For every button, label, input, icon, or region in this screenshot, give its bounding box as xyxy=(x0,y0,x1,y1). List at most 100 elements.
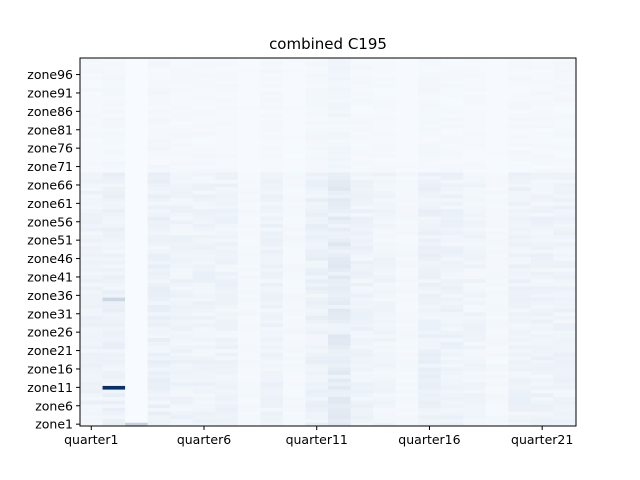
heatmap-cell xyxy=(463,234,487,239)
heatmap-cell xyxy=(373,223,397,228)
heatmap-cell xyxy=(328,414,351,420)
heatmap-cell xyxy=(485,282,509,287)
heatmap-cell xyxy=(418,389,442,394)
heatmap-cell xyxy=(147,238,171,243)
heatmap-cell xyxy=(125,113,149,118)
heatmap-cell xyxy=(373,367,397,372)
heatmap-cell xyxy=(508,256,532,261)
heatmap-cell xyxy=(553,271,577,276)
heatmap-cell xyxy=(553,238,577,243)
y-tick-label: zone36 xyxy=(27,288,73,303)
heatmap-cell xyxy=(125,80,149,85)
heatmap-cell xyxy=(485,183,509,188)
heatmap-cell xyxy=(463,348,487,353)
heatmap-cell xyxy=(463,69,487,74)
heatmap-cell xyxy=(282,208,306,213)
heatmap-cell xyxy=(102,422,126,427)
heatmap-cell xyxy=(147,315,171,320)
heatmap-cell xyxy=(170,403,194,408)
heatmap-cell xyxy=(373,414,397,420)
heatmap-cell xyxy=(530,319,554,324)
heatmap-cell xyxy=(192,403,216,408)
heatmap-cell xyxy=(350,227,374,232)
heatmap-cell xyxy=(418,275,442,280)
heatmap-cell xyxy=(350,414,374,420)
heatmap-cell xyxy=(125,245,149,250)
heatmap-cell xyxy=(508,61,532,66)
heatmap-cell xyxy=(530,345,554,350)
heatmap-cell xyxy=(485,356,509,361)
heatmap-cell xyxy=(80,253,103,258)
heatmap-cell xyxy=(237,230,261,236)
heatmap-cell xyxy=(260,102,284,107)
heatmap-cell xyxy=(170,238,194,243)
x-axis: quarter1 quarter6 quarter11 quarter16 quarte… xyxy=(64,426,573,447)
heatmap-cell xyxy=(282,135,306,140)
heatmap-cell xyxy=(508,374,532,379)
heatmap-cell xyxy=(192,234,216,239)
heatmap-cell xyxy=(80,146,103,151)
heatmap-cell xyxy=(485,179,509,184)
heatmap-cell xyxy=(373,422,397,427)
heatmap-cell xyxy=(125,311,149,316)
heatmap-cell xyxy=(125,322,149,328)
heatmap-cell xyxy=(237,403,261,408)
heatmap-cell xyxy=(328,341,351,346)
heatmap-cell xyxy=(463,278,487,283)
heatmap-cell xyxy=(102,223,126,228)
heatmap-cell xyxy=(350,363,374,368)
heatmap-cell xyxy=(282,227,306,232)
heatmap-cell xyxy=(463,58,487,63)
heatmap-cell xyxy=(192,253,216,258)
heatmap-cell xyxy=(485,271,509,276)
heatmap-cell xyxy=(350,161,374,166)
heatmap-cell xyxy=(80,205,103,210)
heatmap-cell xyxy=(192,300,216,305)
heatmap-cell xyxy=(508,124,532,129)
heatmap-cell xyxy=(170,367,194,372)
heatmap-cell xyxy=(395,183,419,188)
heatmap-cell xyxy=(125,256,149,261)
heatmap-cell xyxy=(463,102,487,107)
heatmap-cell xyxy=(102,418,126,423)
heatmap-cell xyxy=(282,197,306,202)
heatmap-cell xyxy=(440,381,464,386)
heatmap-cell xyxy=(192,271,216,276)
heatmap-cell xyxy=(350,315,374,320)
heatmap-cell xyxy=(215,142,239,147)
heatmap-cell xyxy=(80,186,103,191)
heatmap-cell xyxy=(485,201,509,206)
heatmap-cell xyxy=(192,58,216,63)
heatmap-cell xyxy=(192,396,216,401)
heatmap-cell xyxy=(282,300,306,305)
heatmap-cell xyxy=(328,326,351,331)
heatmap-cell xyxy=(485,223,509,228)
heatmap-cell xyxy=(305,127,329,132)
heatmap-cell xyxy=(395,345,419,350)
heatmap-cell xyxy=(192,330,216,335)
heatmap-cell xyxy=(395,414,419,420)
heatmap-cell xyxy=(485,370,509,375)
heatmap-cell xyxy=(215,127,239,132)
heatmap-cell xyxy=(418,201,442,206)
heatmap-cell xyxy=(147,278,171,283)
heatmap-cell xyxy=(440,197,464,202)
heatmap-cell xyxy=(463,249,487,254)
heatmap-cell xyxy=(215,367,239,372)
heatmap-cell xyxy=(530,374,554,379)
heatmap-cell xyxy=(237,422,261,427)
heatmap-cell xyxy=(170,208,194,213)
heatmap-cell xyxy=(418,127,442,132)
heatmap-cell xyxy=(508,72,532,77)
heatmap-cell xyxy=(125,194,149,199)
heatmap-cell xyxy=(282,322,306,328)
heatmap-cell xyxy=(237,65,261,70)
heatmap-cell xyxy=(102,153,126,158)
heatmap-cell xyxy=(147,381,171,386)
heatmap-cell xyxy=(260,216,284,221)
heatmap-cell xyxy=(305,289,329,294)
heatmap-cell xyxy=(508,87,532,92)
heatmap-cell xyxy=(530,102,554,107)
heatmap-cell xyxy=(80,61,103,66)
heatmap-cell xyxy=(237,319,261,324)
